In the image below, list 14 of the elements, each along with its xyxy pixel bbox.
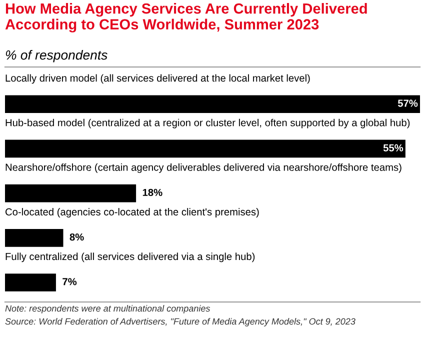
- data-label: 18%: [142, 188, 162, 196]
- y-tick-label: Hub-based model (centralized at a region or cluster level, often supported by a global hub): [6, 118, 410, 128]
- text: Note: respondents were at multinational companies: [5, 305, 210, 314]
- y-tick-label: Fully centralized (all services delivered via a single hub): [6, 252, 255, 262]
- chart-title: How Media Agency Services Are Currently Delivered According to CEOs Worldwide, Summer 2023: [5, 3, 367, 32]
- data-label: 8%: [70, 233, 84, 241]
- data-label: 57%: [398, 100, 418, 107]
- y-tick-label: Co-located (agencies co-located at the client's premises): [6, 208, 259, 218]
- y-tick-label: Locally driven model (all services delivered at the local market level): [6, 74, 310, 84]
- data-label: 7%: [62, 278, 77, 286]
- data-label: 55%: [383, 144, 404, 152]
- source-note: Source: World Federation of Advertisers, "Future of Media Agency Models," Oct 9, 2023: [5, 318, 356, 326]
- y-tick-label: Nearshore/offshore (certain agency deliverables delivered via nearshore/offshore teams): [6, 163, 402, 173]
- chart-subtitle: % of respondents: [6, 50, 108, 62]
